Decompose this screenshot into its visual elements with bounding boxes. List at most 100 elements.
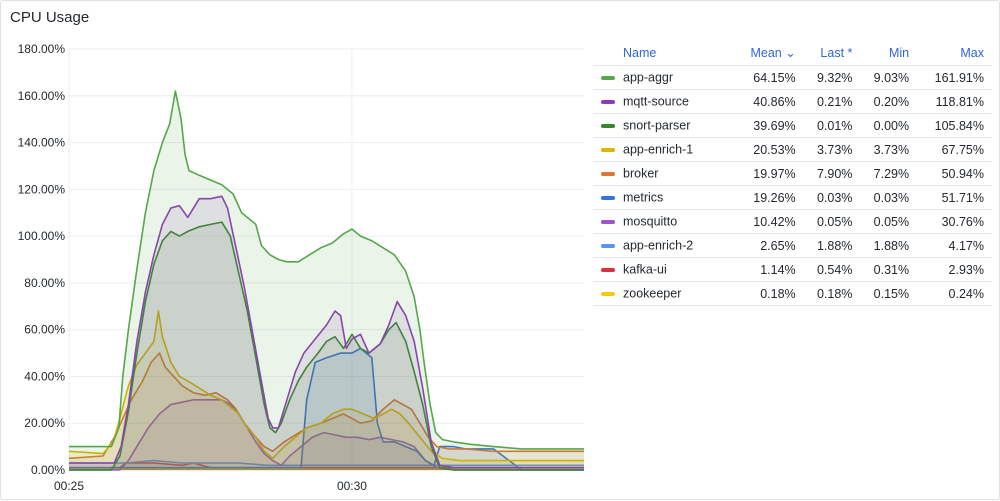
legend-last-value: 1.88% bbox=[803, 233, 861, 258]
legend-series-label[interactable]: zookeeper bbox=[623, 286, 682, 301]
series-color-swatch[interactable] bbox=[601, 291, 615, 296]
legend-max-value: 67.75% bbox=[917, 137, 992, 162]
legend-series-label[interactable]: app-enrich-2 bbox=[623, 238, 694, 253]
legend-series-label[interactable]: metrics bbox=[623, 190, 664, 205]
series-color-swatch[interactable] bbox=[601, 243, 615, 248]
legend-series-name[interactable]: broker bbox=[593, 161, 735, 186]
legend-last-value: 0.05% bbox=[803, 209, 861, 234]
legend-series-name[interactable]: metrics bbox=[593, 185, 735, 210]
chart-area[interactable]: 0.00% 20.00% 40.00% 60.00% 80.00% 100.00% 120.… bbox=[1, 1, 591, 501]
series-layer[interactable] bbox=[68, 90, 584, 471]
legend-mean-value: 2.65% bbox=[734, 233, 804, 258]
legend-mean-value: 1.14% bbox=[734, 257, 804, 282]
legend-max-value: 118.81% bbox=[917, 89, 992, 114]
legend-series-name[interactable]: app-enrich-1 bbox=[593, 137, 735, 162]
legend-table: Name Mean ⌄ Last * Min Max app-aggr 64.15… bbox=[593, 40, 992, 306]
series-line-mosquitto[interactable] bbox=[69, 399, 584, 471]
series-mosquitto[interactable] bbox=[69, 399, 584, 471]
series-area-app-enrich-1 bbox=[69, 311, 584, 470]
series-color-swatch[interactable] bbox=[601, 219, 615, 224]
legend-last-value: 9.32% bbox=[803, 65, 861, 90]
legend-row-app-enrich-1[interactable]: app-enrich-1 20.53% 3.73% 3.73% 67.75% bbox=[593, 137, 992, 162]
legend-row-app-enrich-2[interactable]: app-enrich-2 2.65% 1.88% 1.88% 4.17% bbox=[593, 233, 992, 258]
legend-min-value: 7.29% bbox=[860, 161, 918, 186]
legend-series-name[interactable]: snort-parser bbox=[593, 113, 735, 138]
series-mqtt-source[interactable] bbox=[69, 195, 584, 471]
x-tick-label: 00:25 bbox=[54, 479, 84, 493]
series-line-broker[interactable] bbox=[68, 352, 584, 460]
y-tick-label: 140.00% bbox=[18, 136, 66, 150]
legend-series-label[interactable]: app-enrich-1 bbox=[623, 142, 694, 157]
legend-last-value: 0.18% bbox=[803, 281, 861, 306]
legend-header-max[interactable]: Max bbox=[917, 40, 992, 66]
legend-header-last[interactable]: Last * bbox=[803, 40, 861, 66]
legend-last-value: 7.90% bbox=[803, 161, 861, 186]
legend-row-metrics[interactable]: metrics 19.26% 0.03% 0.03% 51.71% bbox=[593, 185, 992, 210]
series-line-app-aggr[interactable] bbox=[69, 90, 584, 450]
series-color-swatch[interactable] bbox=[601, 123, 615, 128]
legend-min-value: 1.88% bbox=[860, 233, 918, 258]
legend-last-value: 0.54% bbox=[803, 257, 861, 282]
y-tick-label: 120.00% bbox=[18, 182, 66, 196]
series-area-snort-parser bbox=[69, 222, 584, 470]
legend-row-kafka-ui[interactable]: kafka-ui 1.14% 0.54% 0.31% 2.93% bbox=[593, 257, 992, 282]
y-tick-label: 40.00% bbox=[24, 369, 65, 383]
legend-series-name[interactable]: app-aggr bbox=[593, 65, 735, 90]
legend-row-mosquitto[interactable]: mosquitto 10.42% 0.05% 0.05% 30.76% bbox=[593, 209, 992, 234]
legend-row-snort-parser[interactable]: snort-parser 39.69% 0.01% 0.00% 105.84% bbox=[593, 113, 992, 138]
series-area-app-aggr bbox=[69, 91, 584, 470]
y-tick-label: 60.00% bbox=[24, 323, 65, 337]
series-color-swatch[interactable] bbox=[601, 171, 615, 176]
series-color-swatch[interactable] bbox=[601, 147, 615, 152]
legend-series-name[interactable]: app-enrich-2 bbox=[593, 233, 735, 258]
legend-row-zookeeper[interactable]: zookeeper 0.18% 0.18% 0.15% 0.24% bbox=[593, 281, 992, 306]
legend-series-label[interactable]: snort-parser bbox=[623, 118, 691, 133]
series-line-metrics[interactable] bbox=[69, 347, 584, 471]
legend-header-min[interactable]: Min bbox=[860, 40, 918, 66]
series-color-swatch[interactable] bbox=[601, 195, 615, 200]
series-line-app-enrich-1[interactable] bbox=[68, 310, 584, 462]
series-metrics[interactable] bbox=[69, 347, 584, 471]
legend-last-value: 0.01% bbox=[803, 113, 861, 138]
series-color-swatch[interactable] bbox=[601, 99, 615, 104]
legend-min-value: 3.73% bbox=[860, 137, 918, 162]
legend-min-value: 0.15% bbox=[860, 281, 918, 306]
legend-mean-value: 40.86% bbox=[734, 89, 804, 114]
series-app-enrich-1[interactable] bbox=[68, 310, 584, 470]
legend-max-value: 161.91% bbox=[917, 65, 992, 90]
panel-title[interactable]: CPU Usage bbox=[10, 9, 90, 26]
series-area-mqtt-source bbox=[69, 196, 584, 471]
legend-max-value: 30.76% bbox=[917, 209, 992, 234]
legend-series-label[interactable]: app-aggr bbox=[623, 70, 674, 85]
series-broker[interactable] bbox=[68, 352, 584, 470]
legend-row-app-aggr[interactable]: app-aggr 64.15% 9.32% 9.03% 161.91% bbox=[593, 65, 992, 90]
x-tick-label: 00:30 bbox=[337, 479, 367, 493]
legend-min-value: 0.05% bbox=[860, 209, 918, 234]
legend-series-name[interactable]: kafka-ui bbox=[593, 257, 735, 282]
legend-header-name[interactable]: Name bbox=[593, 40, 735, 66]
cpu-usage-chart[interactable]: 0.00% 20.00% 40.00% 60.00% 80.00% 100.00% 120.… bbox=[1, 1, 591, 501]
legend-max-value: 0.24% bbox=[917, 281, 992, 306]
legend-series-name[interactable]: mqtt-source bbox=[593, 89, 735, 114]
legend-series-label[interactable]: broker bbox=[623, 166, 659, 181]
series-line-mqtt-source[interactable] bbox=[69, 195, 584, 469]
legend-series-label[interactable]: mosquitto bbox=[623, 214, 678, 229]
series-line-app-enrich-2[interactable] bbox=[69, 459, 584, 467]
legend-row-broker[interactable]: broker 19.97% 7.90% 7.29% 50.94% bbox=[593, 161, 992, 186]
legend-series-name[interactable]: zookeeper bbox=[593, 281, 735, 306]
legend-series-label[interactable]: mqtt-source bbox=[623, 94, 689, 109]
y-tick-label: 180.00% bbox=[18, 42, 66, 56]
y-tick-label: 20.00% bbox=[24, 416, 65, 430]
y-tick-label: 0.00% bbox=[31, 463, 65, 477]
legend-row-mqtt-source[interactable]: mqtt-source 40.86% 0.21% 0.20% 118.81% bbox=[593, 89, 992, 114]
legend-last-value: 3.73% bbox=[803, 137, 861, 162]
legend-header-mean[interactable]: Mean ⌄ bbox=[734, 40, 804, 66]
legend-header-row: Name Mean ⌄ Last * Min Max bbox=[593, 40, 992, 66]
legend-series-name[interactable]: mosquitto bbox=[593, 209, 735, 234]
series-app-aggr[interactable] bbox=[69, 90, 584, 470]
series-area-metrics bbox=[69, 348, 584, 470]
series-color-swatch[interactable] bbox=[601, 75, 615, 80]
series-area-broker bbox=[69, 353, 584, 470]
legend-series-label[interactable]: kafka-ui bbox=[623, 262, 667, 277]
series-color-swatch[interactable] bbox=[601, 267, 615, 272]
